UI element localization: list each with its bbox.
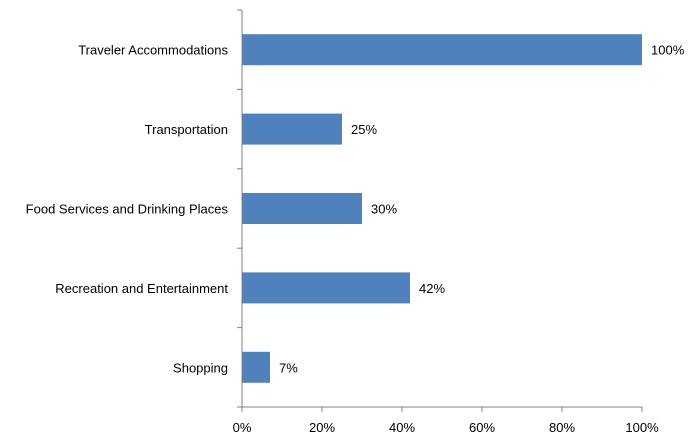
x-tick-label: 80% bbox=[549, 420, 575, 435]
labels-layer: Traveler Accommodations 100% Transportatio… bbox=[26, 43, 685, 376]
data-label-recreation-and-entertainment: 42% bbox=[419, 281, 445, 296]
category-label-shopping: Shopping bbox=[173, 360, 228, 375]
bar-transportation bbox=[242, 113, 342, 145]
bar-shopping bbox=[242, 351, 270, 383]
bar-traveler-accommodations bbox=[242, 34, 642, 66]
x-tick-label: 40% bbox=[389, 420, 415, 435]
bars-layer bbox=[242, 34, 642, 383]
x-tick-label: 20% bbox=[309, 420, 335, 435]
x-tick-label: 100% bbox=[625, 420, 659, 435]
category-label-traveler-accommodations: Traveler Accommodations bbox=[78, 43, 228, 58]
category-label-recreation-and-entertainment: Recreation and Entertainment bbox=[55, 281, 228, 296]
category-label-food-services-and-drinking-places: Food Services and Drinking Places bbox=[26, 202, 229, 217]
data-label-food-services-and-drinking-places: 30% bbox=[371, 202, 397, 217]
axis-layer: 0% 20% 40% 60% 80% 100% bbox=[233, 9, 659, 435]
data-label-traveler-accommodations: 100% bbox=[651, 43, 685, 58]
data-label-transportation: 25% bbox=[351, 122, 377, 137]
x-tick-label: 60% bbox=[469, 420, 495, 435]
category-label-transportation: Transportation bbox=[145, 122, 228, 137]
data-label-shopping: 7% bbox=[279, 360, 298, 375]
bar-food-services-and-drinking-places bbox=[242, 193, 362, 224]
bar-recreation-and-entertainment bbox=[242, 272, 410, 304]
x-tick-label: 0% bbox=[233, 420, 252, 435]
